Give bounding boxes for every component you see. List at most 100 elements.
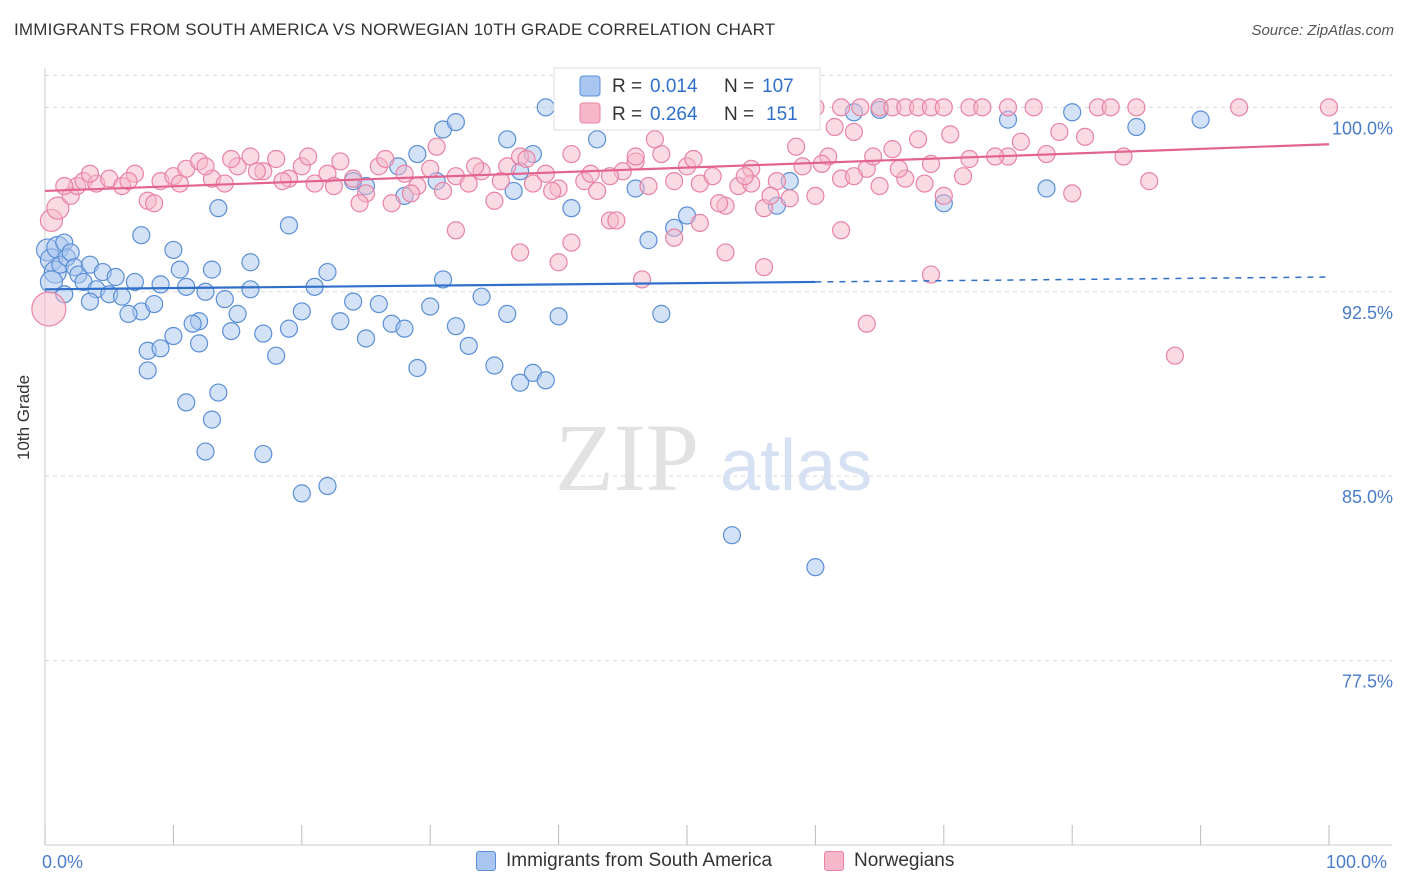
data-point-pink bbox=[562, 233, 581, 252]
data-point-blue bbox=[408, 358, 427, 378]
data-point-blue bbox=[408, 144, 427, 164]
data-point-pink bbox=[401, 184, 421, 203]
data-point-pink bbox=[55, 176, 74, 196]
data-point-pink bbox=[170, 174, 189, 193]
data-point-pink bbox=[973, 98, 992, 117]
data-point-blue bbox=[132, 226, 151, 245]
data-point-blue bbox=[254, 324, 273, 343]
data-point-blue bbox=[549, 307, 568, 326]
data-point-pink bbox=[427, 137, 446, 156]
data-point-pink bbox=[626, 147, 645, 166]
data-point-blue bbox=[356, 329, 376, 348]
data-point-blue bbox=[504, 181, 523, 201]
legend-top: R = 0.014 N = 107 R = 0.264 N = 151 bbox=[553, 67, 821, 131]
watermark: ZIP atlas bbox=[555, 404, 872, 511]
legend-item-norwegians[interactable]: Norwegians bbox=[824, 850, 954, 872]
data-point-blue bbox=[292, 484, 311, 503]
data-point-pink bbox=[305, 174, 324, 193]
axes-layer bbox=[44, 68, 1392, 846]
trend-line-norwegians bbox=[44, 143, 1330, 193]
data-point-blue bbox=[459, 336, 478, 355]
data-point-pink bbox=[960, 149, 979, 169]
legend-item-immigrants[interactable]: Immigrants from South America bbox=[476, 850, 772, 872]
data-point-blue bbox=[395, 319, 414, 338]
data-point-pink bbox=[1230, 98, 1249, 117]
data-point-pink bbox=[1101, 98, 1120, 117]
data-point-pink bbox=[299, 147, 318, 166]
data-point-blue bbox=[498, 130, 517, 149]
data-point-pink bbox=[787, 137, 806, 156]
data-point-blue bbox=[145, 294, 164, 314]
data-point-blue bbox=[446, 317, 465, 336]
legend-top-n-value: 151 bbox=[766, 104, 798, 125]
data-point-pink bbox=[909, 130, 928, 149]
legend-top-swatch-blue bbox=[579, 75, 601, 97]
trend-line-immigrants bbox=[44, 280, 816, 291]
data-point-blue bbox=[279, 319, 299, 338]
data-point-pink bbox=[761, 186, 780, 205]
data-point-blue bbox=[228, 304, 247, 323]
data-point-blue bbox=[433, 270, 453, 289]
data-point-blue bbox=[485, 356, 504, 375]
series-norwegians-points bbox=[31, 98, 1339, 365]
data-point-pink bbox=[433, 181, 453, 201]
data-point-blue bbox=[722, 526, 742, 545]
data-point-pink bbox=[222, 149, 241, 169]
data-point-pink bbox=[80, 164, 100, 183]
data-point-pink bbox=[831, 98, 851, 117]
data-point-pink bbox=[870, 176, 889, 196]
chart-title: IMMIGRANTS FROM SOUTH AMERICA VS NORWEGI… bbox=[14, 20, 776, 39]
data-point-pink bbox=[844, 167, 864, 186]
data-point-blue bbox=[652, 304, 671, 323]
data-point-pink bbox=[709, 194, 729, 213]
data-point-pink bbox=[1063, 184, 1082, 203]
data-point-pink bbox=[607, 211, 626, 230]
data-point-pink bbox=[915, 174, 934, 193]
y-axis-label: 10th Grade bbox=[14, 374, 33, 460]
data-point-pink bbox=[934, 186, 953, 205]
data-point-pink bbox=[491, 172, 510, 191]
data-point-pink bbox=[267, 149, 286, 169]
data-point-blue bbox=[202, 260, 222, 279]
data-point-blue bbox=[112, 287, 132, 306]
trend-lines bbox=[44, 143, 1330, 291]
data-point-pink bbox=[421, 159, 440, 178]
data-point-pink bbox=[754, 258, 774, 277]
data-point-blue bbox=[183, 314, 202, 333]
data-point-blue bbox=[241, 280, 260, 299]
data-point-pink bbox=[793, 157, 812, 176]
legend-bottom: Immigrants from South America Norwegians bbox=[0, 850, 1406, 878]
data-point-pink bbox=[395, 164, 414, 183]
data-point-blue bbox=[318, 476, 337, 496]
data-point-pink bbox=[549, 253, 568, 272]
data-point-pink bbox=[780, 189, 799, 208]
data-point-pink bbox=[1127, 98, 1146, 117]
data-point-pink bbox=[581, 164, 600, 183]
data-point-pink bbox=[466, 157, 485, 176]
data-point-blue bbox=[536, 371, 555, 390]
data-point-pink bbox=[1050, 122, 1069, 142]
trend-line-immigrants-dashed bbox=[815, 276, 1330, 283]
data-point-blue bbox=[331, 312, 350, 331]
data-point-pink bbox=[196, 157, 215, 176]
data-point-blue bbox=[164, 240, 183, 260]
data-point-pink bbox=[446, 221, 465, 240]
data-point-pink bbox=[376, 149, 395, 169]
data-point-blue bbox=[446, 112, 465, 132]
data-point-blue bbox=[119, 304, 138, 323]
data-point-pink bbox=[934, 98, 953, 117]
data-point-pink bbox=[735, 167, 754, 186]
data-point-blue bbox=[1191, 110, 1210, 129]
data-point-pink bbox=[31, 291, 67, 327]
data-point-pink bbox=[953, 167, 973, 186]
data-point-blue bbox=[151, 275, 170, 294]
watermark-zip: ZIP bbox=[555, 404, 699, 511]
legend-label: Immigrants from South America bbox=[506, 850, 773, 871]
data-point-pink bbox=[889, 159, 908, 178]
data-point-blue bbox=[106, 267, 125, 287]
data-point-blue bbox=[498, 304, 517, 323]
x-tick-label-min: 0.0% bbox=[42, 852, 84, 872]
data-point-blue bbox=[215, 290, 234, 309]
data-point-blue bbox=[80, 292, 100, 311]
data-point-pink bbox=[864, 147, 883, 166]
